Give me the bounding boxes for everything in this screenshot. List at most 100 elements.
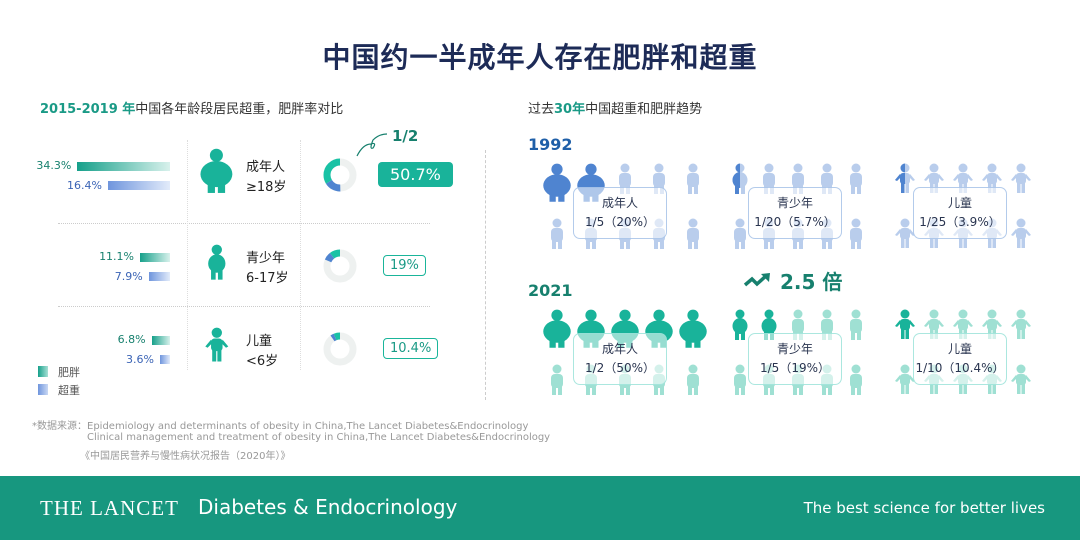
group-label: 青少年 (246, 251, 286, 266)
source-line: *数据来源：Epidemiology and determinants of o… (32, 421, 529, 432)
legend-obese-swatch (38, 366, 48, 377)
group-label: 青少年 (776, 342, 813, 356)
age-label: 6-17岁 (246, 271, 289, 286)
overweight-value: 3.6% (126, 353, 154, 366)
adult-figure-icon (199, 148, 234, 200)
group-label: 成年人 (601, 342, 638, 356)
legend-obese-label: 肥胖 (58, 366, 80, 379)
person-icon (678, 309, 708, 354)
divider (58, 223, 430, 224)
person-icon (844, 163, 868, 199)
obese-value: 6.8% (117, 333, 146, 346)
obese-bar (140, 253, 170, 262)
donut-obese (323, 332, 357, 366)
group-value: 1/25（3.9%） (919, 215, 1001, 229)
group-value: 1/5（19%） (760, 361, 830, 375)
obese-bar (77, 162, 170, 171)
total-donut (323, 158, 357, 192)
group-stat-box: 青少年 1/20（5.7%） (748, 187, 842, 239)
person-icon (1009, 309, 1033, 345)
person-icon (1009, 163, 1033, 199)
overweight-bar (160, 355, 170, 364)
subtitle-pre: 过去 (528, 102, 555, 117)
overweight-value: 7.9% (114, 270, 143, 283)
half-arrow-icon (356, 133, 388, 157)
person-icon (728, 309, 752, 345)
person-icon (893, 364, 917, 400)
year-label: 2021 (528, 281, 573, 300)
half-annotation: 1/2 (392, 127, 419, 145)
total-callout: 19% (383, 255, 426, 276)
donut-obese (323, 158, 357, 192)
right-subtitle: 过去30年中国超重和肥胖趋势 (528, 98, 702, 117)
section-divider (485, 150, 486, 400)
person-icon (1009, 218, 1033, 254)
overweight-value: 16.4% (67, 179, 102, 192)
person-icon (844, 218, 868, 254)
group-value: 1/5（20%） (585, 215, 655, 229)
donut-track (323, 332, 357, 366)
group-value: 1/20（5.7%） (754, 215, 836, 229)
overweight-bar (108, 181, 170, 190)
group-stat-box: 成年人 1/2（50%） (573, 333, 667, 385)
divider (300, 140, 301, 370)
increase-label: 2.5 倍 (780, 270, 843, 294)
person-icon (728, 218, 752, 254)
group-label: 成年人 (246, 160, 286, 175)
tagline: The best science for better lives (803, 499, 1045, 517)
group-label: 儿童 (947, 196, 972, 210)
person-icon (786, 309, 810, 345)
divider (58, 306, 430, 307)
obese-value: 34.3% (36, 159, 72, 172)
group-label: 成年人 (601, 196, 638, 210)
person-icon (542, 309, 572, 354)
age-label: ≥18岁 (246, 180, 287, 195)
donut-obese (323, 249, 357, 283)
person-icon (545, 364, 569, 400)
left-subtitle: 2015-2019 年中国各年龄段居民超重，肥胖率对比 (40, 98, 343, 117)
obese-value: 11.1% (99, 250, 135, 263)
footer-banner: THE LANCET Diabetes & Endocrinology The … (0, 476, 1080, 540)
teen-figure-icon (203, 244, 231, 285)
legend-overweight-swatch (38, 384, 48, 395)
total-callout: 10.4% (383, 338, 439, 359)
legend-overweight-label: 超重 (58, 384, 80, 397)
subtitle-num: 30年 (554, 102, 586, 117)
brand-logo: THE LANCET (40, 496, 179, 520)
age-label: <6岁 (246, 354, 279, 369)
group-stat-box: 儿童 1/25（3.9%） (913, 187, 1007, 239)
year-label: 1992 (528, 135, 573, 154)
group-stat-box: 青少年 1/5（19%） (748, 333, 842, 385)
source-line: Clinical management and treatment of obe… (87, 432, 551, 443)
trend-up-icon (743, 273, 770, 287)
person-icon (1009, 364, 1033, 400)
group-value: 1/10（10.4%） (915, 361, 1005, 375)
person-icon (728, 163, 752, 199)
total-donut (323, 249, 357, 283)
kid-figure-icon (203, 327, 231, 368)
group-stat-box: 成年人 1/5（20%） (573, 187, 667, 239)
person-icon (893, 309, 917, 345)
overweight-bar (148, 272, 170, 281)
group-value: 1/2（50%） (585, 361, 655, 375)
person-icon (681, 364, 705, 400)
subtitle-year: 2015-2019 年 (40, 102, 136, 117)
group-label: 青少年 (776, 196, 813, 210)
divider (187, 140, 188, 370)
group-label: 儿童 (947, 342, 972, 356)
person-icon (844, 364, 868, 400)
source-line: 《中国居民营养与慢性病状况报告（2020年）》 (80, 451, 291, 462)
person-icon (844, 309, 868, 345)
total-callout: 50.7% (378, 162, 453, 187)
subtitle-text: 中国各年龄段居民超重，肥胖率对比 (135, 102, 344, 117)
subtitle-text: 中国超重和肥胖趋势 (585, 102, 703, 117)
donut-overweight (323, 158, 357, 192)
obese-bar (151, 336, 170, 345)
person-icon (681, 163, 705, 199)
brand-journal: Diabetes & Endocrinology (198, 495, 458, 519)
person-icon (681, 218, 705, 254)
person-icon (893, 163, 917, 199)
person-icon (542, 163, 572, 208)
person-icon (893, 218, 917, 254)
total-donut (323, 332, 357, 366)
